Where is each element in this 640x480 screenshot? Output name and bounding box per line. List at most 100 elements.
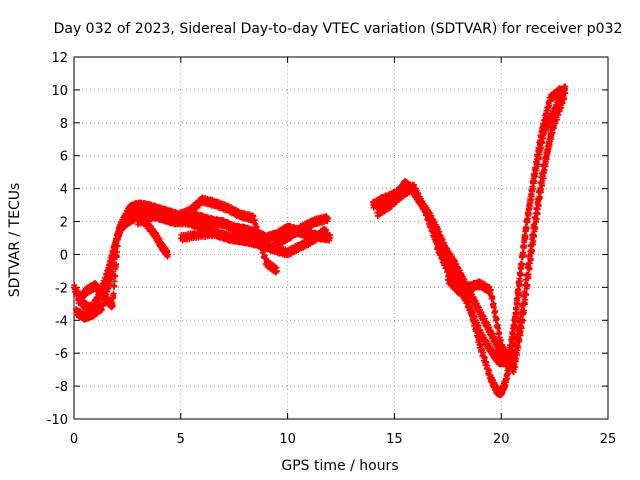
data-point — [526, 253, 533, 260]
series-track-5 — [177, 226, 330, 258]
data-point — [115, 231, 122, 238]
data-point — [526, 205, 533, 212]
data-point — [440, 255, 447, 262]
data-point — [531, 178, 538, 185]
data-point — [537, 145, 544, 152]
data-point — [514, 296, 521, 303]
data-point — [477, 341, 484, 348]
data-point — [514, 334, 521, 341]
data-point — [422, 206, 429, 213]
data-point — [517, 270, 524, 277]
data-point — [512, 343, 519, 350]
data-point — [250, 213, 257, 220]
data-point — [521, 288, 528, 295]
data-point — [114, 243, 121, 250]
y-tick-label: -10 — [47, 413, 68, 428]
y-tick-label: 0 — [60, 248, 68, 263]
data-point — [539, 138, 546, 145]
data-point — [522, 235, 529, 242]
plot-frame — [73, 56, 609, 420]
data-point — [164, 251, 171, 258]
y-tick-label: 6 — [60, 150, 68, 165]
series-track-3 — [75, 211, 171, 311]
data-point — [516, 275, 523, 282]
data-point — [559, 100, 566, 107]
series-track-6 — [370, 83, 569, 376]
y-tick-label: 4 — [60, 183, 68, 198]
data-point — [525, 212, 532, 219]
data-points — [71, 83, 569, 399]
data-point — [476, 336, 483, 343]
data-point — [528, 242, 535, 249]
data-point — [531, 221, 538, 228]
x-tick-label: 0 — [70, 432, 78, 447]
data-point — [466, 297, 473, 304]
data-point — [113, 261, 120, 268]
data-point — [513, 306, 520, 313]
data-point — [532, 170, 539, 177]
data-point — [489, 295, 496, 302]
data-point — [114, 248, 121, 255]
x-tick-label: 15 — [386, 432, 403, 447]
data-point — [511, 348, 518, 355]
x-tick-label: 20 — [493, 432, 510, 447]
y-tick-label: 10 — [51, 84, 68, 99]
data-point — [473, 327, 480, 334]
y-tick-label: -8 — [55, 380, 68, 395]
data-point — [549, 129, 556, 136]
data-point — [471, 320, 478, 327]
series-track-9 — [444, 89, 569, 371]
data-point — [323, 226, 330, 233]
data-point — [493, 316, 500, 323]
data-point — [520, 245, 527, 252]
y-tick-label: -2 — [55, 281, 68, 296]
data-point — [98, 306, 105, 313]
data-point — [523, 224, 530, 231]
data-point — [535, 154, 542, 161]
data-point — [518, 310, 525, 317]
data-point — [495, 325, 502, 332]
data-point — [543, 152, 550, 159]
data-point — [555, 111, 562, 118]
x-tick-label: 25 — [600, 432, 617, 447]
data-point — [561, 95, 568, 102]
data-point — [253, 223, 260, 230]
data-point — [436, 245, 443, 252]
data-point — [532, 215, 539, 222]
data-point — [515, 324, 522, 331]
data-point — [534, 161, 541, 168]
data-point — [538, 180, 545, 187]
data-point — [511, 321, 518, 328]
y-axis-label: SDTVAR / TECUs — [7, 183, 23, 298]
data-point — [534, 206, 541, 213]
data-point — [106, 280, 113, 287]
data-point — [327, 235, 334, 241]
data-point — [562, 90, 569, 97]
data-point — [522, 282, 529, 289]
x-axis-label: GPS time / hours — [281, 458, 398, 474]
data-point — [515, 286, 522, 293]
series-track-1 — [71, 199, 334, 315]
data-point — [487, 286, 494, 293]
data-point — [325, 215, 332, 222]
x-tick-label: 5 — [177, 432, 185, 447]
data-point — [492, 307, 499, 314]
data-point — [111, 283, 118, 290]
data-point — [426, 217, 433, 224]
data-point — [529, 231, 536, 238]
data-point — [535, 195, 542, 202]
y-tick-label: -6 — [55, 347, 68, 362]
data-point — [545, 145, 552, 152]
data-point — [497, 337, 504, 344]
y-tick-label: -4 — [55, 314, 68, 329]
data-point — [527, 256, 534, 263]
data-point — [519, 300, 526, 307]
data-point — [481, 354, 488, 361]
y-tick-label: 8 — [60, 117, 68, 132]
data-point — [562, 83, 569, 90]
data-point — [255, 230, 262, 237]
data-point — [529, 186, 536, 193]
x-tick-label: 10 — [279, 432, 296, 447]
data-point — [518, 260, 525, 267]
